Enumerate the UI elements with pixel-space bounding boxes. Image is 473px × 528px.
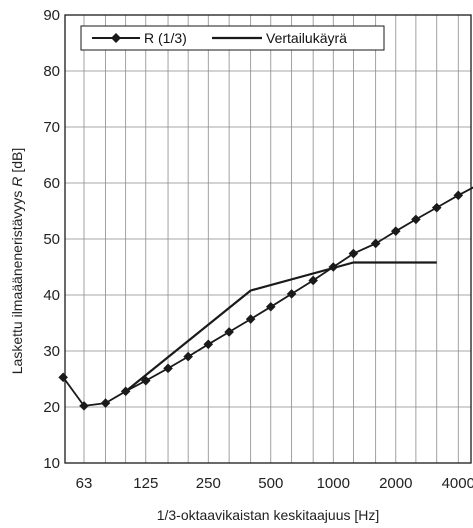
series-layer	[58, 186, 473, 411]
x-tick-label: 125	[133, 475, 158, 492]
y-tick-label: 10	[43, 455, 60, 472]
data-point-r13	[120, 386, 131, 397]
y-tick-label: 80	[43, 63, 60, 80]
y-tick-label: 30	[43, 343, 60, 360]
x-tick-label: 63	[76, 475, 93, 492]
legend-label-r13: R (1/3)	[144, 30, 187, 46]
data-point-r13	[79, 401, 89, 411]
x-axis-title: 1/3-oktaavikaistan keskitaajuus [Hz]	[157, 507, 380, 523]
data-point-r13	[286, 289, 297, 299]
data-point-r13	[224, 327, 234, 337]
y-tick-label: 20	[43, 399, 60, 416]
y-tick-label: 60	[43, 175, 60, 192]
data-point-r13	[370, 238, 381, 249]
y-axis-title-variable: R	[9, 177, 25, 187]
data-point-r13	[245, 314, 256, 324]
y-tick-label: 90	[43, 7, 60, 24]
y-tick-label: 70	[43, 119, 60, 136]
data-point-r13	[431, 202, 442, 213]
y-axis-ticks: 10 20 30 40 50 60 70 80 90	[43, 7, 60, 472]
x-tick-label: 4000	[442, 475, 473, 492]
legend-marker-r13	[111, 33, 121, 43]
data-point-r13	[411, 214, 421, 225]
y-axis-title-prefix: Laskettu ilmaääneneristävyys	[9, 187, 25, 375]
plot-frame	[64, 14, 472, 464]
x-tick-label: 2000	[379, 475, 412, 492]
legend-label-vertailukayra: Vertailukäyrä	[266, 30, 347, 46]
data-point-r13	[453, 190, 464, 201]
y-axis-title: Laskettu ilmaääneneristävyys R [dB]	[9, 148, 25, 374]
data-point-r13	[100, 398, 111, 408]
data-point-r13	[265, 301, 276, 312]
x-tick-label: 1000	[317, 475, 350, 492]
legend: R (1/3) Vertailukäyrä	[80, 25, 385, 51]
data-point-r13	[203, 339, 214, 350]
x-tick-label: 500	[258, 475, 283, 492]
data-point-r13	[348, 248, 359, 259]
data-point-r13	[308, 275, 318, 286]
data-point-r13	[163, 363, 173, 374]
y-tick-label: 50	[43, 231, 60, 248]
x-tick-label: 250	[196, 475, 221, 492]
series-line-vertailukayra	[125, 261, 437, 393]
y-tick-label: 40	[43, 287, 60, 304]
grid-lines	[65, 15, 471, 463]
data-point-r13	[183, 351, 193, 362]
y-axis-title-suffix: [dB]	[9, 148, 25, 177]
x-axis-ticks: 63 125 250 500 1000 2000 4000	[76, 475, 473, 492]
data-point-r13	[390, 226, 401, 236]
data-point-r13	[58, 372, 68, 383]
